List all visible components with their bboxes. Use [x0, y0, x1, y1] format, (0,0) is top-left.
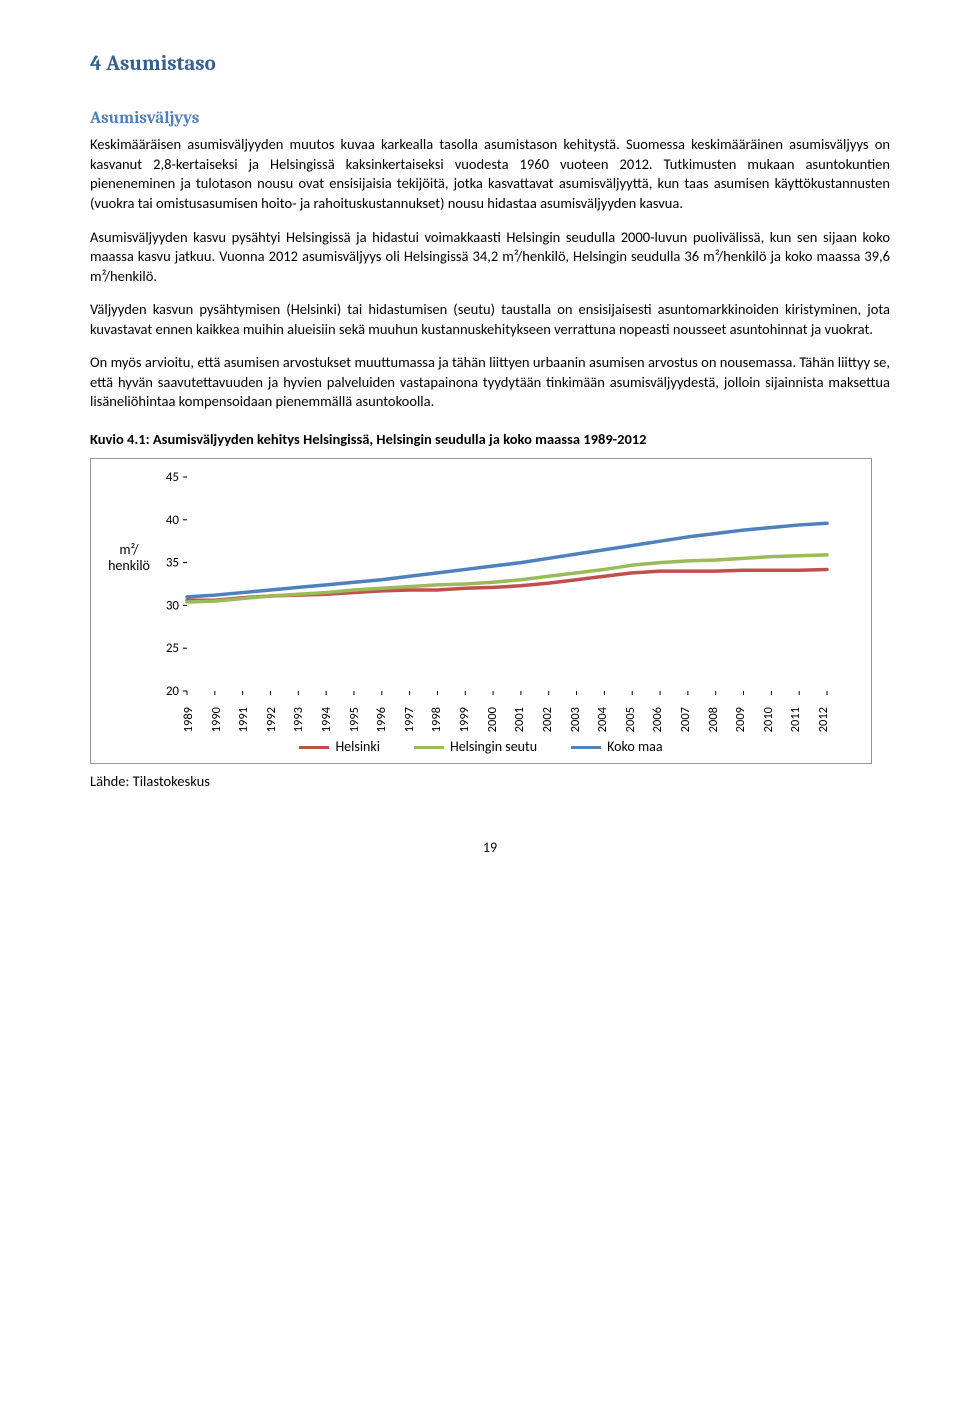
source-label: Lähde: Tilastokeskus: [90, 772, 890, 792]
x-tick-label: 1999: [457, 707, 474, 732]
x-tick-label: 2001: [512, 707, 529, 732]
x-tick-label: 2007: [678, 707, 695, 732]
legend-swatch: [299, 746, 329, 750]
legend-item: Helsinki: [299, 738, 380, 757]
x-tick-label: 1990: [209, 707, 226, 732]
x-tick-label: 2008: [706, 707, 723, 732]
x-tick-label: 1991: [236, 707, 253, 732]
x-tick-label: 2012: [816, 707, 833, 732]
x-tick-label: 1997: [402, 707, 419, 732]
svg-text:20: 20: [166, 684, 180, 699]
svg-text:45: 45: [166, 470, 179, 485]
x-tick-label: 2003: [568, 707, 585, 732]
svg-text:30: 30: [166, 598, 180, 613]
x-tick-label: 2006: [650, 707, 667, 732]
svg-text:40: 40: [166, 512, 180, 527]
paragraph: Asumisväljyyden kasvu pysähtyi Helsingis…: [90, 228, 890, 287]
x-tick-label: 2010: [761, 707, 778, 732]
legend-item: Helsingin seutu: [414, 738, 537, 757]
page-number: 19: [90, 839, 890, 858]
legend-label: Helsinki: [335, 738, 380, 757]
x-tick-labels: 1989 1990 1991 1992 1993 1994 1995 1996 1997 1998…: [181, 707, 833, 732]
legend-label: Helsingin seutu: [450, 738, 537, 757]
x-tick-label: 1998: [429, 707, 446, 732]
x-tick-label: 2009: [733, 707, 750, 732]
x-tick-label: 1992: [264, 707, 281, 732]
paragraph: On myös arvioitu, että asumisen arvostuk…: [90, 353, 890, 412]
figure-caption: Kuvio 4.1: Asumisväljyyden kehitys Helsi…: [90, 430, 890, 450]
x-tick-label: 2011: [788, 707, 805, 732]
line-chart: 20 25 30 35 40 45: [157, 469, 837, 707]
legend-swatch: [571, 746, 601, 750]
x-tick-label: 1995: [347, 707, 364, 732]
legend-label: Koko maa: [607, 738, 662, 757]
section-title: 4 Asumistaso: [90, 50, 890, 78]
x-tick-label: 1996: [374, 707, 391, 732]
paragraph: Väljyyden kasvun pysähtymisen (Helsinki)…: [90, 300, 890, 339]
y-axis-label: m²/ henkilö: [101, 542, 157, 573]
x-tick-label: 1994: [319, 707, 336, 732]
x-tick-label: 2004: [595, 707, 612, 732]
x-tick-label: 2002: [540, 707, 557, 732]
chart-frame: m²/ henkilö 20 25 30 35 40 45 1989 1990 1991 199…: [90, 458, 872, 764]
x-tick-label: 1993: [291, 707, 308, 732]
legend-swatch: [414, 746, 444, 750]
x-tick-label: 1989: [181, 707, 198, 732]
svg-text:25: 25: [166, 641, 179, 656]
paragraph: Keskimääräisen asumisväljyyden muutos ku…: [90, 135, 890, 213]
x-tick-label: 2000: [485, 707, 502, 732]
subheading: Asumisväljyys: [90, 108, 890, 131]
x-tick-label: 2005: [623, 707, 640, 732]
legend-item: Koko maa: [571, 738, 662, 757]
svg-text:35: 35: [166, 555, 179, 570]
chart-legend: Helsinki Helsingin seutu Koko maa: [101, 738, 861, 757]
